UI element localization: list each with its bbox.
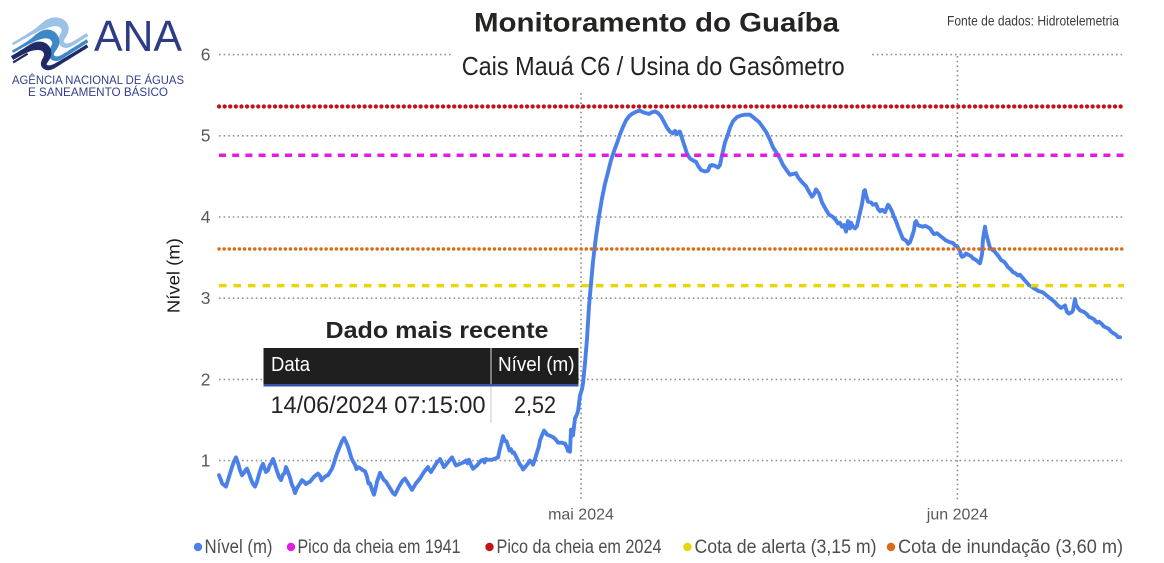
svg-text:mai 2024: mai 2024 (548, 507, 614, 524)
svg-text:Dado mais recente: Dado mais recente (326, 317, 549, 343)
svg-text:6: 6 (201, 45, 211, 65)
svg-text:Pico da cheia em 2024: Pico da cheia em 2024 (497, 537, 662, 558)
svg-text:Nível (m): Nível (m) (498, 354, 575, 376)
svg-text:Monitoramento do Guaíba: Monitoramento do Guaíba (474, 8, 840, 38)
svg-text:Data: Data (271, 354, 311, 376)
svg-text:Cota de inundação (3,60 m): Cota de inundação (3,60 m) (898, 537, 1123, 558)
svg-text:AGÊNCIA NACIONAL DE ÁGUAS: AGÊNCIA NACIONAL DE ÁGUAS (12, 74, 184, 87)
svg-text:2: 2 (201, 369, 211, 389)
svg-text:ANA: ANA (94, 13, 182, 61)
svg-text:Cais Mauá C6 / Usina do Gasôme: Cais Mauá C6 / Usina do Gasômetro (462, 51, 845, 81)
svg-text:jun 2024: jun 2024 (926, 507, 988, 524)
svg-text:5: 5 (201, 126, 211, 146)
svg-text:4: 4 (201, 207, 211, 227)
svg-text:Fonte de dados: Hidrotelemetri: Fonte de dados: Hidrotelemetria (947, 13, 1119, 29)
svg-text:14/06/2024 07:15:00: 14/06/2024 07:15:00 (271, 392, 486, 419)
svg-text:Cota de alerta (3,15 m): Cota de alerta (3,15 m) (695, 537, 877, 558)
svg-text:1: 1 (201, 451, 211, 471)
svg-text:Nível (m): Nível (m) (205, 537, 273, 558)
svg-text:Nível (m): Nível (m) (164, 238, 184, 313)
svg-text:E SANEAMENTO BÁSICO: E SANEAMENTO BÁSICO (28, 86, 168, 99)
svg-text:3: 3 (201, 288, 211, 308)
svg-text:2,52: 2,52 (514, 392, 556, 419)
svg-text:Pico da cheia em 1941: Pico da cheia em 1941 (298, 537, 461, 558)
